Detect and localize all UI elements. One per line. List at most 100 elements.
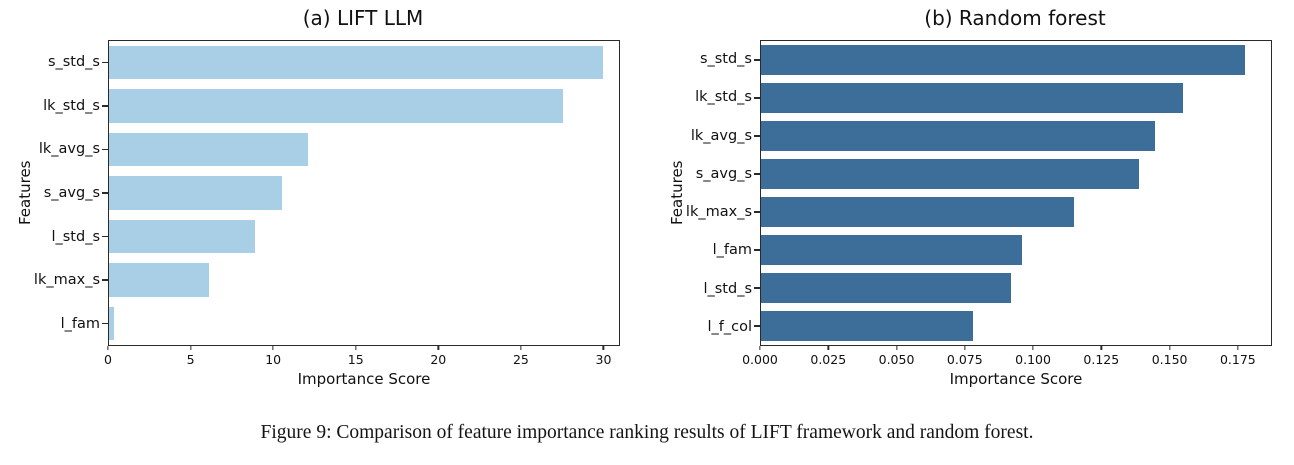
x-tick-label: 0.150	[1151, 352, 1188, 367]
x-tick-label: 0.075	[946, 352, 983, 367]
y-tick-label: s_std_s	[699, 51, 752, 68]
x-tick-row: 0.000 0.025 0.050 0.075 0.100 0.125 0.150 0.175	[742, 346, 1272, 369]
y-tick-mark	[102, 192, 108, 194]
x-tick-mark	[107, 346, 109, 350]
bar-row	[761, 41, 1271, 79]
bar-row	[761, 231, 1271, 269]
bar	[761, 83, 1183, 113]
chart-lift-llm: (a) LIFT LLM Features s_std_s lk_std_s lk_av…	[14, 6, 620, 388]
x-tick-label: 0.050	[878, 352, 915, 367]
plot-row: Features s_std_s lk_std_s lk_avg_s s_avg_s lk…	[666, 40, 1272, 388]
figure-9: (a) LIFT LLM Features s_std_s lk_std_s lk_av…	[0, 6, 1294, 443]
y-axis-label: Features	[668, 160, 686, 226]
y-tick-mark	[754, 211, 760, 213]
chart-title: (a) LIFT LLM	[302, 6, 424, 30]
bar	[761, 45, 1246, 75]
y-tick-label: s_avg_s	[695, 165, 752, 182]
y-tick-label: lk_std_s	[43, 97, 100, 114]
y-tick-mark	[754, 135, 760, 137]
bar-row	[109, 84, 619, 127]
bar	[761, 121, 1156, 151]
bar	[109, 46, 603, 80]
x-tick-mark	[1237, 346, 1239, 350]
x-tick-label: 0.025	[810, 352, 847, 367]
y-tick-mark	[102, 62, 108, 64]
bar-row	[761, 193, 1271, 231]
x-tick-mark	[520, 346, 522, 350]
x-tick-mark	[1100, 346, 1102, 350]
x-tick-mark	[602, 346, 605, 350]
x-tick-label: 15	[347, 352, 364, 367]
bar	[761, 273, 1012, 303]
y-tick-mark	[754, 325, 760, 327]
y-tick-label: lk_max_s	[33, 272, 100, 289]
x-tick-mark	[1168, 346, 1171, 350]
y-axis-label: Features	[16, 160, 34, 226]
y-tick-mark	[102, 148, 108, 151]
plot-area	[102, 40, 620, 346]
bar	[761, 311, 974, 341]
y-tick-label: l_fam	[712, 242, 752, 259]
bar	[109, 176, 282, 210]
x-tick-mark	[895, 346, 898, 350]
figure-caption: Figure 9: Comparison of feature importan…	[260, 422, 1034, 443]
bar	[109, 89, 564, 123]
bar	[761, 159, 1140, 189]
bar-row	[109, 128, 619, 171]
y-tick-label: lk_std_s	[695, 89, 752, 106]
y-tick-label: l_fam	[60, 316, 100, 333]
x-tick-label: 0	[104, 352, 112, 367]
y-tick-mark	[754, 59, 760, 61]
y-tick-mark	[102, 235, 108, 238]
bar-row	[761, 117, 1271, 155]
x-tick-mark	[759, 346, 761, 350]
bar-row	[109, 215, 619, 258]
plot-row: Features s_std_s lk_std_s lk_avg_s s_avg_s l_…	[14, 40, 620, 388]
bar-row	[109, 171, 619, 214]
bar-row	[109, 41, 619, 84]
x-tick-label: 30	[595, 352, 612, 367]
y-tick-mark	[754, 287, 760, 289]
bar	[109, 219, 256, 254]
y-tick-labels: s_std_s lk_std_s lk_avg_s s_avg_s l_std_s lk_…	[33, 40, 108, 346]
x-axis-label: Importance Score	[297, 370, 431, 388]
bar-row	[761, 79, 1271, 117]
x-tick-label: 20	[430, 352, 447, 367]
x-tick-mark	[189, 346, 192, 350]
x-tick-label: 25	[512, 352, 529, 367]
y-tick-label: s_std_s	[47, 53, 100, 70]
y-tick-label: l_std_s	[703, 280, 752, 297]
y-tick-mark	[754, 173, 760, 175]
bar-row	[761, 307, 1271, 345]
chart-title: (b) Random forest	[924, 6, 1106, 30]
x-tick-mark	[964, 346, 966, 350]
x-tick-label: 0.175	[1219, 352, 1256, 367]
plot-area	[754, 40, 1272, 346]
plot-column: 0 5 10 15 20 25 30 Importance Score	[102, 40, 620, 388]
x-axis-label: Importance Score	[949, 370, 1083, 388]
x-tick-label: 0.000	[742, 352, 778, 367]
bar	[761, 197, 1074, 227]
x-tick-label: 0.125	[1083, 352, 1120, 367]
x-tick-mark	[355, 346, 357, 350]
y-tick-mark	[102, 279, 108, 281]
y-tick-mark	[754, 97, 760, 99]
plot-column: 0.000 0.025 0.050 0.075 0.100 0.125 0.150 0.175…	[742, 40, 1272, 388]
y-tick-label: l_f_col	[707, 318, 752, 335]
bar-row	[761, 155, 1271, 193]
x-tick-mark	[437, 346, 439, 350]
bar-row	[109, 258, 619, 301]
y-tick-mark	[754, 249, 760, 251]
bar	[761, 235, 1023, 265]
charts-row: (a) LIFT LLM Features s_std_s lk_std_s lk_av…	[0, 6, 1294, 388]
x-tick-label: 10	[265, 352, 282, 367]
x-tick-label: 5	[186, 352, 195, 367]
bar	[109, 132, 309, 167]
x-tick-mark	[1032, 346, 1034, 350]
bar	[109, 306, 114, 340]
y-tick-label: lk_avg_s	[38, 141, 100, 158]
x-tick-row: 0 5 10 15 20 25 30	[104, 346, 620, 369]
y-tick-label: lk_avg_s	[690, 127, 752, 144]
y-tick-labels: s_std_s lk_std_s lk_avg_s s_avg_s lk_max_s l_…	[686, 40, 760, 346]
bar-row	[761, 269, 1271, 307]
